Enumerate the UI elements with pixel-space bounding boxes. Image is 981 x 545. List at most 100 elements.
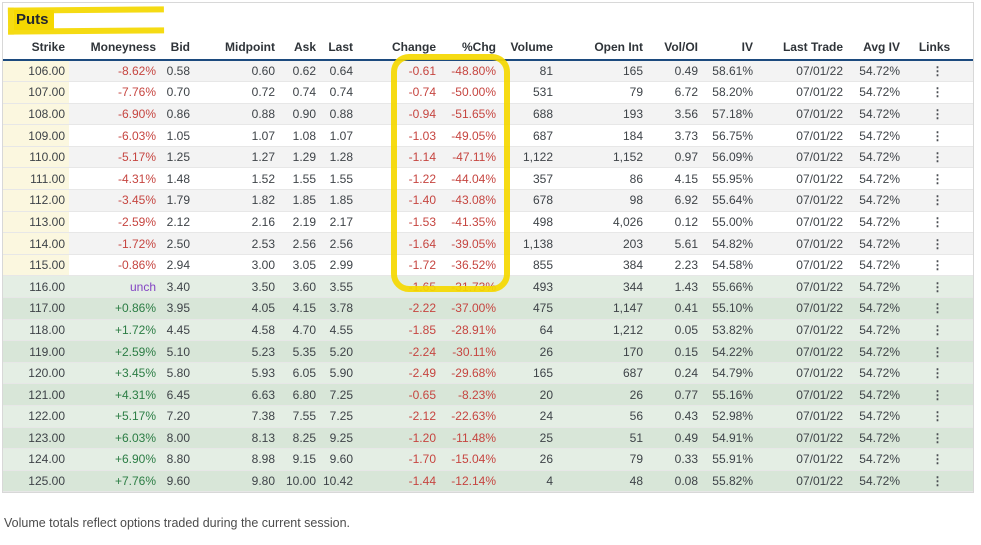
cell-chg: -2.24	[357, 340, 440, 363]
cell-vol: 475	[500, 297, 557, 320]
cell-pct: -30.11%	[440, 340, 500, 363]
kebab-menu-icon[interactable]: ⋮	[931, 150, 944, 165]
cell-ask: 0.90	[279, 103, 320, 126]
cell-strike: 122.00	[3, 405, 69, 428]
kebab-menu-icon[interactable]: ⋮	[931, 128, 944, 143]
kebab-menu-icon[interactable]: ⋮	[931, 344, 944, 359]
cell-pct: -8.23%	[440, 383, 500, 406]
cell-moneyness: -0.86%	[69, 254, 160, 277]
cell-ask: 0.62	[279, 60, 320, 83]
col-header-voloi[interactable]: Vol/OI	[647, 36, 702, 61]
cell-strike: 108.00	[3, 103, 69, 126]
cell-bid: 2.12	[160, 211, 194, 234]
cell-voloi: 6.72	[647, 81, 702, 104]
cell-iv: 58.20%	[702, 81, 757, 104]
cell-strike: 106.00	[3, 60, 69, 83]
col-header-iv[interactable]: IV	[702, 36, 757, 61]
footer-note: Volume totals reflect options traded dur…	[4, 516, 351, 530]
cell-iv: 55.16%	[702, 383, 757, 406]
cell-links: ⋮	[904, 167, 973, 191]
kebab-menu-icon[interactable]: ⋮	[931, 64, 944, 79]
cell-voloi: 0.12	[647, 211, 702, 234]
cell-chg: -1.65	[357, 275, 440, 299]
cell-chg: -0.65	[357, 383, 440, 406]
cell-last: 7.25	[320, 383, 357, 406]
cell-moneyness: -6.03%	[69, 124, 160, 147]
cell-links: ⋮	[904, 103, 973, 126]
col-header-chg[interactable]: Change	[357, 36, 440, 61]
col-header-strike[interactable]: Strike	[3, 36, 69, 61]
table-body: 106.00 -8.62% 0.58 0.60 0.62 0.64 -0.61 -48.80%…	[3, 60, 973, 493]
kebab-menu-icon[interactable]: ⋮	[931, 301, 944, 316]
cell-chg: -0.61	[357, 60, 440, 83]
cell-chg: -1.72	[357, 254, 440, 277]
kebab-menu-icon[interactable]: ⋮	[931, 214, 944, 229]
cell-links: ⋮	[904, 448, 973, 471]
cell-chg: -1.44	[357, 470, 440, 493]
kebab-menu-icon[interactable]: ⋮	[931, 85, 944, 100]
kebab-menu-icon[interactable]: ⋮	[931, 193, 944, 208]
kebab-menu-icon[interactable]: ⋮	[931, 366, 944, 381]
cell-moneyness: -2.59%	[69, 211, 160, 234]
col-header-avgiv[interactable]: Avg IV	[847, 36, 904, 61]
cell-moneyness: +5.17%	[69, 405, 160, 428]
kebab-menu-icon[interactable]: ⋮	[931, 171, 944, 186]
cell-last: 7.25	[320, 405, 357, 428]
col-header-pct[interactable]: %Chg	[440, 36, 500, 61]
cell-last: 5.90	[320, 362, 357, 385]
cell-avgiv: 54.72%	[847, 383, 904, 406]
cell-iv: 55.66%	[702, 275, 757, 299]
kebab-menu-icon[interactable]: ⋮	[931, 279, 944, 294]
cell-iv: 57.18%	[702, 103, 757, 126]
cell-ask: 3.60	[279, 275, 320, 299]
col-header-vol[interactable]: Volume	[500, 36, 557, 61]
cell-oi: 165	[557, 60, 647, 83]
cell-ask: 3.05	[279, 254, 320, 277]
option-row-121.00: 121.00 +4.31% 6.45 6.63 6.80 7.25 -0.65 -8.23% 2…	[3, 383, 973, 406]
col-header-links[interactable]: Links	[904, 36, 973, 61]
cell-mid: 1.52	[194, 167, 279, 191]
cell-strike: 113.00	[3, 211, 69, 234]
cell-bid: 2.50	[160, 232, 194, 255]
cell-oi: 384	[557, 254, 647, 277]
cell-last: 1.85	[320, 189, 357, 212]
col-header-mid[interactable]: Midpoint	[194, 36, 279, 61]
cell-oi: 79	[557, 81, 647, 104]
cell-mid: 5.93	[194, 362, 279, 385]
kebab-menu-icon[interactable]: ⋮	[931, 106, 944, 121]
col-header-bid[interactable]: Bid	[160, 36, 194, 61]
cell-chg: -1.64	[357, 232, 440, 255]
col-header-ask[interactable]: Ask	[279, 36, 320, 61]
kebab-menu-icon[interactable]: ⋮	[931, 430, 944, 445]
cell-voloi: 3.56	[647, 103, 702, 126]
cell-vol: 687	[500, 124, 557, 147]
cell-last: 2.56	[320, 232, 357, 255]
cell-bid: 3.40	[160, 275, 194, 299]
cell-moneyness: +4.31%	[69, 383, 160, 406]
option-row-118.00: 118.00 +1.72% 4.45 4.58 4.70 4.55 -1.85 -28.91%…	[3, 319, 973, 342]
kebab-menu-icon[interactable]: ⋮	[931, 387, 944, 402]
kebab-menu-icon[interactable]: ⋮	[931, 322, 944, 337]
cell-trade: 07/01/22	[757, 60, 847, 83]
cell-oi: 184	[557, 124, 647, 147]
cell-links: ⋮	[904, 60, 973, 83]
kebab-menu-icon[interactable]: ⋮	[931, 474, 944, 489]
col-header-last[interactable]: Last	[320, 36, 357, 61]
col-header-oi[interactable]: Open Int	[557, 36, 647, 61]
kebab-menu-icon[interactable]: ⋮	[931, 409, 944, 424]
cell-trade: 07/01/22	[757, 211, 847, 234]
option-row-112.00: 112.00 -3.45% 1.79 1.82 1.85 1.85 -1.40 -43.08%…	[3, 189, 973, 212]
cell-chg: -1.85	[357, 319, 440, 342]
option-row-117.00: 117.00 +0.86% 3.95 4.05 4.15 3.78 -2.22 -37.00%…	[3, 297, 973, 320]
cell-links: ⋮	[904, 275, 973, 299]
col-header-trade[interactable]: Last Trade	[757, 36, 847, 61]
col-header-moneyness[interactable]: Moneyness	[69, 36, 160, 61]
cell-links: ⋮	[904, 146, 973, 169]
kebab-menu-icon[interactable]: ⋮	[931, 258, 944, 273]
cell-mid: 2.16	[194, 211, 279, 234]
cell-oi: 26	[557, 383, 647, 406]
kebab-menu-icon[interactable]: ⋮	[931, 236, 944, 251]
kebab-menu-icon[interactable]: ⋮	[931, 452, 944, 467]
cell-moneyness: +3.45%	[69, 362, 160, 385]
cell-strike: 119.00	[3, 340, 69, 363]
